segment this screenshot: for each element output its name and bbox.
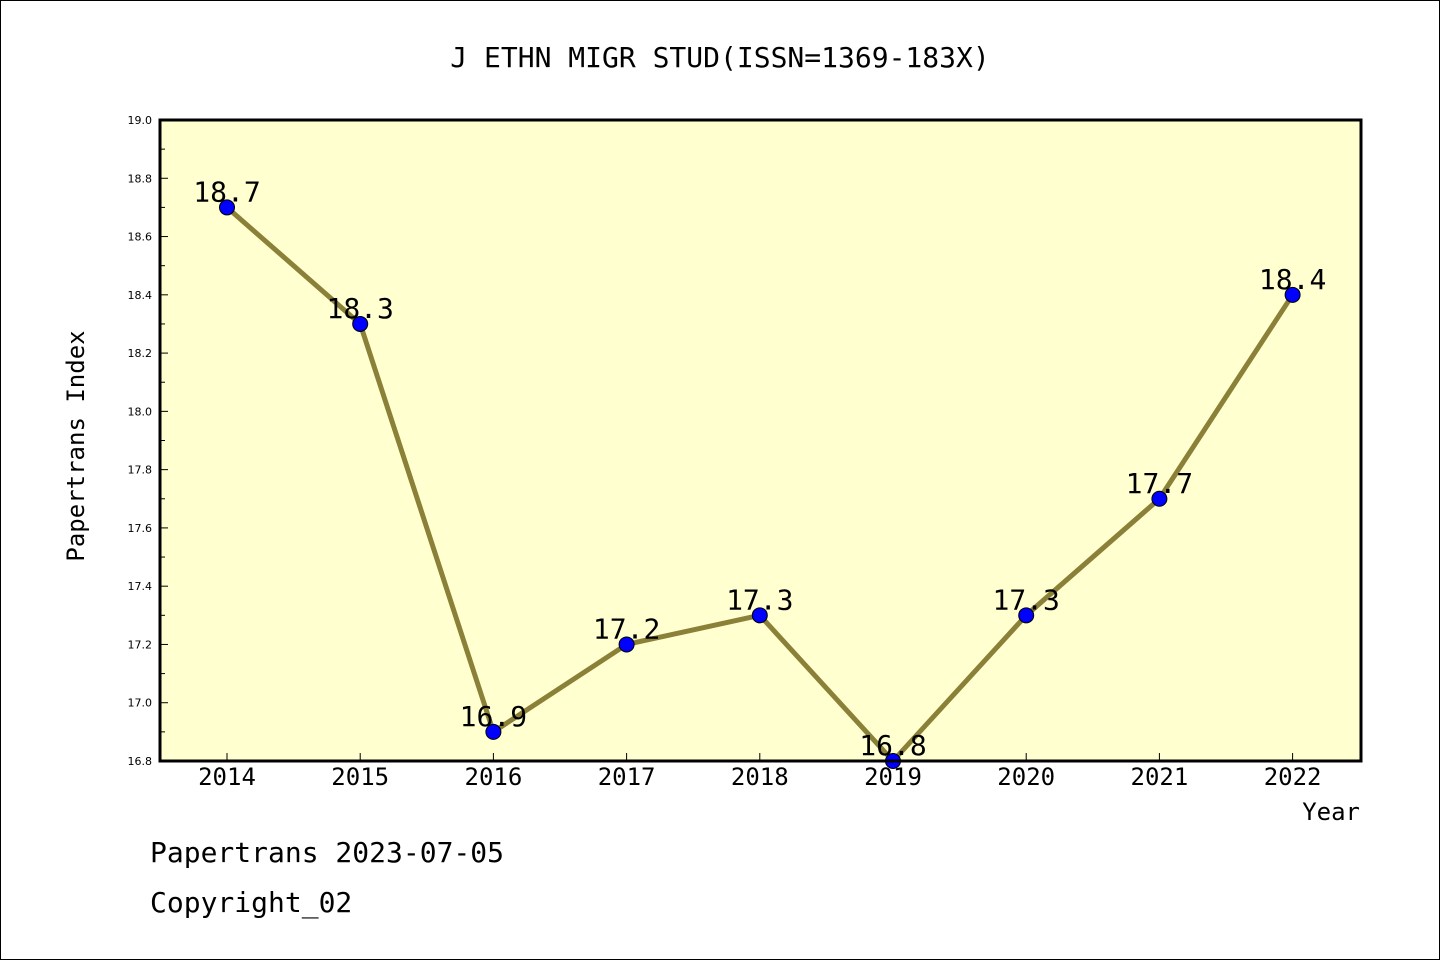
data-point-label: 16.8 — [859, 729, 926, 762]
y-tick-label: 18.0 — [128, 405, 153, 418]
data-point-label: 17.3 — [992, 583, 1059, 616]
y-tick-label: 18.2 — [128, 347, 153, 360]
y-tick-label: 17.6 — [128, 522, 153, 535]
y-tick-label: 17.4 — [128, 580, 153, 593]
y-tick-label: 17.0 — [128, 697, 153, 710]
data-point-marker — [1151, 490, 1168, 507]
plot-border — [158, 118, 1363, 763]
x-tick-label: 2021 — [1131, 763, 1189, 791]
data-point-marker — [751, 607, 768, 624]
data-point-label: 16.9 — [460, 700, 527, 733]
y-tick-label: 17.2 — [128, 638, 153, 651]
x-axis-label: Year — [1302, 798, 1360, 826]
data-point-label: 17.2 — [593, 612, 660, 645]
data-point-marker — [618, 636, 635, 653]
data-point-label: 17.7 — [1126, 467, 1193, 500]
y-tick-label: 17.8 — [128, 464, 153, 477]
x-tick-label: 2014 — [198, 763, 256, 791]
data-point-label: 17.3 — [726, 583, 793, 616]
y-tick-label: 18.6 — [128, 231, 153, 244]
y-axis-label: Papertrans Index — [62, 330, 90, 561]
data-point-label: 18.7 — [193, 175, 260, 208]
footer-source-date: Papertrans 2023-07-05 — [150, 836, 505, 869]
x-tick-label: 2015 — [331, 763, 389, 791]
data-point-marker — [1018, 607, 1035, 624]
x-tick-label: 2022 — [1264, 763, 1322, 791]
x-tick-label: 2018 — [731, 763, 789, 791]
chart-title: J ETHN MIGR STUD(ISSN=1369-183X) — [450, 41, 989, 74]
footer-copyright: Copyright_02 — [150, 886, 353, 919]
data-point-marker — [352, 315, 369, 332]
y-tick-label: 19.0 — [128, 114, 153, 127]
data-points — [219, 199, 1301, 769]
data-point-marker — [485, 723, 502, 740]
data-point-label: 18.4 — [1259, 263, 1326, 296]
y-tick-label: 16.8 — [128, 755, 153, 768]
x-axis-ticks: 2014 2015 2016 2017 2018 2019 2020 2021 2022 — [198, 753, 1321, 791]
data-point-marker — [219, 199, 235, 216]
x-tick-label: 2016 — [465, 763, 523, 791]
y-tick-label: 18.8 — [128, 172, 153, 185]
data-point-label: 18.3 — [326, 292, 393, 325]
x-tick-label: 2020 — [997, 763, 1055, 791]
data-labels: 18.7 18.3 16.9 17.2 17.3 16.8 17.3 17.7 18.4 — [193, 175, 1326, 762]
data-point-marker — [1284, 286, 1301, 303]
plot-area — [160, 120, 1361, 761]
y-tick-label: 18.4 — [128, 289, 153, 302]
x-tick-label: 2017 — [598, 763, 656, 791]
